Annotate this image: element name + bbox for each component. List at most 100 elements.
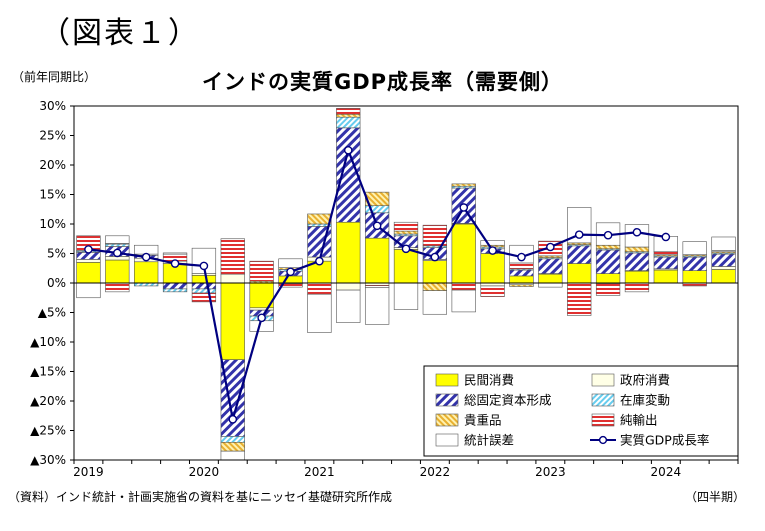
bar-segment-net_exports-2022Q2: [451, 282, 476, 291]
bar-segment-private_consumption-2020Q2: [220, 282, 245, 360]
bar-segment-private_consumption-2021Q4: [393, 249, 419, 284]
legend-label-private_consumption: 民間消費: [464, 373, 514, 388]
bar-segment-discrepancy-2021Q2: [336, 289, 361, 323]
gdp-point-2023Q1: [546, 242, 555, 252]
bar-segment-discrepancy-2020Q1: [191, 247, 217, 274]
bar-segment-private_consumption-2020Q4: [278, 275, 303, 284]
bar-segment-government_consumption-2020Q3: [249, 307, 274, 311]
bar-segment-fixed_capital-2024Q1: [653, 256, 678, 270]
bar-segment-net_exports-2019Q2: [105, 282, 130, 293]
bar-segment-government_consumption-2021Q2: [336, 282, 361, 291]
bar-segment-net_exports-2021Q2: [336, 108, 361, 115]
bar-segment-net_exports-2022Q3: [480, 285, 505, 297]
x-year-label: 2022: [420, 465, 451, 479]
bar-segment-discrepancy-2020Q4: [278, 258, 303, 268]
bar-segment-valuables-2022Q4: [509, 284, 534, 287]
legend-label-fixed_capital: 総固定資本形成: [464, 393, 552, 408]
bar-segment-private_consumption-2021Q3: [364, 237, 390, 284]
y-tick-label: ▲25%: [30, 424, 66, 438]
gdp-point-2021Q3: [372, 221, 382, 231]
bar-segment-net_exports-2024Q1: [653, 251, 678, 255]
gdp-point-2023Q2: [574, 230, 584, 239]
bar-segment-fixed_capital-2024Q3: [711, 253, 736, 267]
y-tick-label: 5%: [47, 247, 66, 261]
legend-label-discrepancy: 統計誤差: [464, 433, 514, 448]
legend-box: [423, 365, 739, 457]
legend-label-valuables: 貴重品: [464, 413, 502, 428]
y-tick-label: ▲30%: [30, 453, 66, 467]
legend-swatch-private_consumption: [435, 373, 459, 387]
gdp-point-2021Q4: [401, 244, 411, 254]
bar-segment-inventory-2020Q1: [191, 288, 217, 294]
legend-swatch-inventory: [591, 393, 615, 407]
legend-swatch-fixed_capital: [435, 393, 459, 407]
bar-segment-private_consumption-2022Q2: [451, 223, 476, 284]
gdp-point-2020Q3: [257, 313, 266, 323]
x-year-label: 2019: [73, 465, 104, 479]
bar-segment-private_consumption-2023Q4: [624, 270, 650, 284]
bar-segment-net_exports-2021Q4: [393, 221, 419, 232]
legend-line-marker: [598, 435, 608, 445]
bar-segment-fixed_capital-2019Q4: [162, 282, 188, 290]
x-year-label: 2023: [535, 465, 566, 479]
bar-segment-private_consumption-2024Q2: [682, 270, 707, 284]
legend-label-net_exports: 純輸出: [620, 413, 658, 428]
bar-segment-discrepancy-2022Q1: [422, 290, 447, 315]
gdp-point-2023Q3: [603, 230, 613, 240]
bar-segment-valuables-2021Q2: [336, 113, 361, 118]
bar-segment-valuables-2022Q1: [422, 282, 447, 291]
bar-segment-discrepancy-2024Q3: [711, 236, 736, 251]
bar-segment-government_consumption-2019Q1: [76, 259, 101, 263]
bar-segment-net_exports-2023Q3: [595, 283, 621, 296]
bar-segment-valuables-2020Q2: [220, 441, 245, 452]
bar-segment-net_exports-2023Q2: [567, 282, 592, 316]
chart-title: インドの実質GDP成長率（需要側）: [201, 70, 564, 94]
bar-segment-government_consumption-2024Q3: [711, 266, 736, 270]
bar-segment-valuables-2022Q2: [451, 183, 476, 187]
bar-segment-discrepancy-2020Q3: [249, 320, 274, 332]
gdp-point-2024Q1: [661, 232, 671, 242]
gdp-point-2019Q2: [113, 248, 122, 258]
bar-segment-private_consumption-2020Q1: [191, 275, 217, 284]
bar-segment-discrepancy-2019Q2: [105, 235, 130, 244]
bar-segment-discrepancy-2023Q1: [538, 282, 563, 288]
bar-segment-discrepancy-2020Q2: [220, 450, 245, 461]
bar-segment-fixed_capital-2024Q2: [682, 256, 707, 271]
y-tick-label: 20%: [39, 158, 66, 172]
gdp-point-2022Q2: [459, 203, 469, 212]
bar-segment-valuables-2023Q3: [595, 244, 621, 250]
bar-segment-private_consumption-2021Q2: [336, 221, 361, 284]
bar-segment-discrepancy-2022Q3: [480, 240, 505, 246]
bar-segment-fixed_capital-2021Q2: [336, 127, 361, 223]
y-tick-label: 30%: [39, 99, 66, 113]
y-tick-label: ▲10%: [30, 335, 66, 349]
gdp-point-2019Q4: [170, 259, 180, 268]
gdp-point-2020Q2: [228, 414, 238, 424]
source-note: （資料）インド統計・計画実施省の資料を基にニッセイ基礎研究所作成: [8, 490, 393, 504]
x-year-label: 2024: [651, 465, 682, 479]
y-tick-label: 15%: [39, 188, 66, 202]
legend-swatch-net_exports: [591, 413, 615, 427]
bar-segment-net_exports-2021Q1: [307, 282, 332, 295]
y-tick-label: 25%: [39, 129, 66, 143]
bar-segment-net_exports-2020Q2: [220, 238, 245, 275]
bar-segment-private_consumption-2023Q2: [567, 263, 592, 284]
gdp-point-2019Q3: [141, 252, 151, 262]
y-tick-label: ▲20%: [30, 394, 66, 408]
gdp-point-2019Q1: [84, 245, 93, 254]
y-axis-unit-label: （前年同期比）: [12, 70, 97, 84]
gdp-point-2023Q4: [632, 227, 642, 237]
bar-segment-private_consumption-2019Q3: [134, 261, 159, 284]
bar-segment-private_consumption-2022Q4: [509, 275, 534, 284]
bar-segment-inventory-2019Q2: [105, 243, 130, 247]
bar-segment-private_consumption-2023Q3: [595, 273, 621, 284]
bar-segment-private_consumption-2019Q2: [105, 259, 130, 284]
bar-segment-discrepancy-2021Q3: [364, 287, 390, 325]
legend-label-gdp-growth: 実質GDP成長率: [620, 433, 709, 448]
bar-segment-fixed_capital-2020Q1: [191, 282, 217, 290]
bar-segment-discrepancy-2022Q2: [451, 289, 476, 313]
bar-segment-net_exports-2020Q3: [249, 260, 274, 282]
bar-segment-valuables-2021Q1: [307, 213, 332, 225]
y-tick-label: 10%: [39, 217, 66, 231]
